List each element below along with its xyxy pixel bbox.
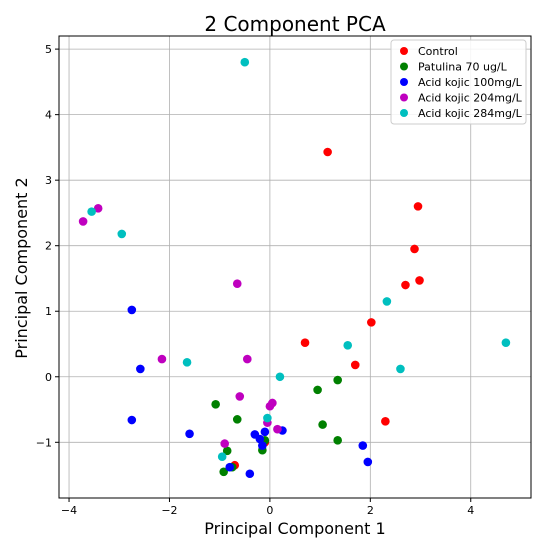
scatter-point: [222, 446, 232, 456]
scatter-point: [260, 427, 270, 437]
x-tick-label: −2: [161, 504, 177, 517]
axis-ticks: −4 −2 0 2 4 −1 0 1 2 3 4 5: [36, 43, 474, 517]
scatter-point: [232, 415, 242, 424]
y-axis-label: Principal Component 2: [12, 177, 31, 358]
legend: Control Patulina 70 ug/L Acid kojic 100mg/…: [390, 39, 527, 125]
y-tick-label: 3: [45, 174, 52, 187]
scatter-point: [220, 439, 230, 448]
scatter-point: [300, 338, 310, 347]
legend-box: [390, 39, 527, 125]
scatter-point: [136, 364, 145, 374]
legend-marker: [400, 78, 408, 86]
x-tick-label: 2: [367, 504, 374, 517]
x-tick-label: −4: [61, 504, 77, 517]
legend-marker: [400, 93, 408, 102]
y-tick-label: 5: [45, 43, 52, 56]
scatter-point: [382, 297, 392, 306]
scatter-point: [93, 204, 103, 213]
scatter-point: [87, 207, 96, 216]
legend-label: Acid kojic 100mg/L: [418, 76, 523, 89]
scatter-point: [225, 462, 235, 472]
scatter-point: [232, 279, 242, 289]
x-tick-label: 4: [467, 504, 474, 517]
x-tick-label: 0: [266, 504, 273, 517]
scatter-point: [275, 372, 285, 382]
scatter-point: [401, 280, 410, 290]
scatter-point: [265, 401, 275, 411]
legend-label: Patulina 70 ug/L: [418, 61, 508, 74]
scatter-point: [363, 457, 373, 467]
legend-marker: [400, 109, 408, 117]
y-tick-label: 1: [45, 305, 52, 318]
grid-lines: [59, 36, 531, 498]
scatter-point: [240, 57, 250, 67]
scatter-point: [333, 375, 342, 385]
scatter-point: [313, 385, 322, 395]
scatter-point: [323, 147, 332, 157]
scatter-point: [255, 434, 265, 444]
y-tick-label: 2: [45, 240, 52, 253]
scatter-point: [381, 417, 390, 426]
scatter-point: [333, 436, 342, 445]
scatter-point: [127, 415, 137, 425]
scatter-point: [78, 217, 88, 226]
scatter-point: [343, 341, 353, 350]
scatter-point: [245, 469, 255, 479]
scatter-point: [413, 202, 423, 211]
scatter-point: [157, 354, 167, 364]
scatter-point: [219, 467, 228, 477]
legend-label: Control: [418, 45, 458, 58]
chart-title: 2 Component PCA: [204, 12, 386, 36]
scatter-point: [396, 364, 405, 374]
plot-frame: [58, 35, 532, 499]
y-tick-label: −1: [36, 436, 52, 449]
legend-label: Acid kojic 204mg/L: [418, 92, 523, 105]
scatter-point: [127, 305, 137, 315]
scatter-point: [318, 420, 327, 429]
data-points: [78, 57, 511, 479]
scatter-point: [367, 318, 376, 327]
scatter-point: [185, 429, 194, 439]
scatter-point: [258, 441, 267, 450]
scatter-point: [410, 244, 419, 254]
scatter-point: [501, 338, 511, 347]
y-tick-label: 0: [45, 371, 52, 384]
scatter-point: [415, 276, 424, 285]
scatter-point: [117, 229, 127, 239]
scatter-point: [350, 360, 360, 370]
legend-marker: [400, 62, 408, 71]
scatter-point: [358, 441, 368, 450]
legend-label: Acid kojic 284mg/L: [418, 107, 523, 120]
scatter-point: [211, 399, 220, 409]
scatter-point: [242, 354, 252, 364]
scatter-point: [182, 358, 192, 367]
y-tick-label: 4: [45, 109, 52, 122]
scatter-point: [263, 413, 272, 423]
scatter-point: [217, 452, 227, 462]
legend-marker: [400, 47, 408, 55]
x-axis-label: Principal Component 1: [204, 519, 385, 538]
scatter-point: [273, 424, 282, 434]
scatter-point: [235, 392, 245, 401]
